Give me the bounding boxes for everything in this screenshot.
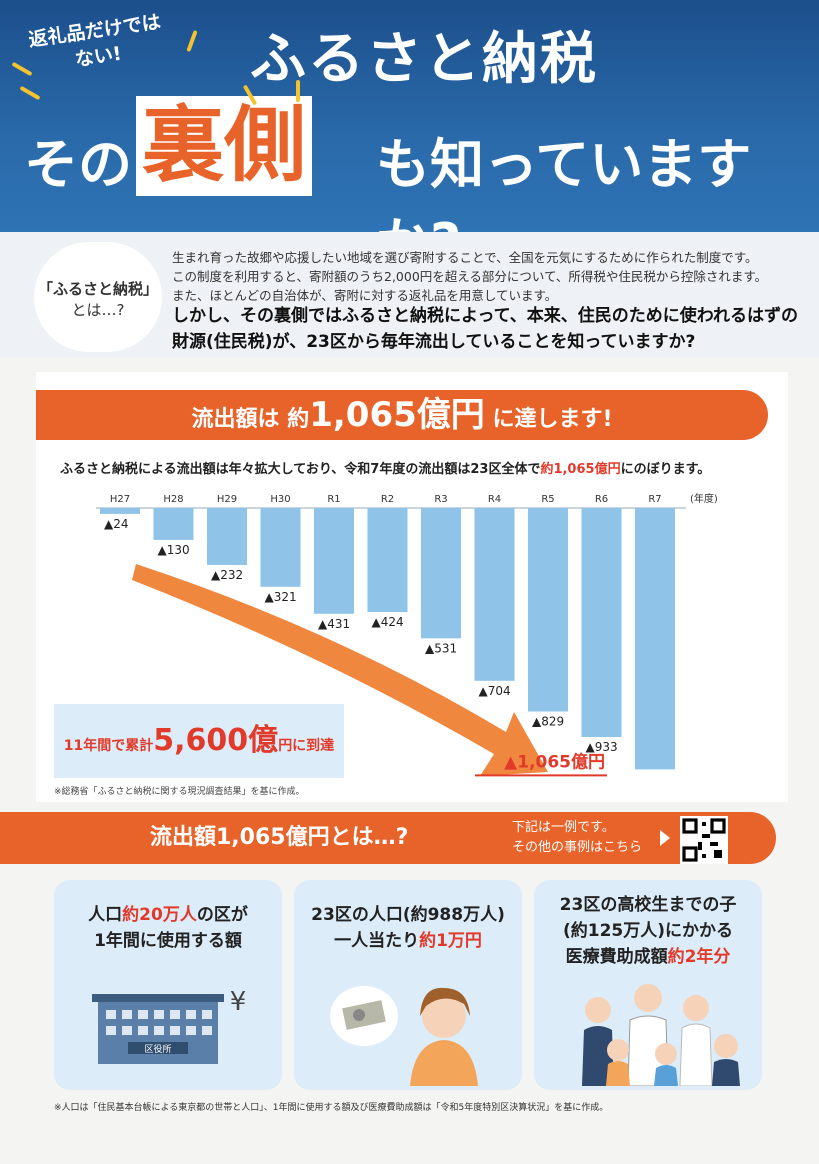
cumulative-amount: 5,600億 [153, 723, 279, 758]
doctors-and-children-icon [582, 984, 740, 1086]
chevron-right-icon [660, 830, 670, 846]
card-line: 人口 [88, 905, 123, 925]
data-label: ▲130 [158, 543, 190, 557]
card-line: 1年間に使用する額 [94, 931, 242, 951]
cumulative-post: 円に到達 [278, 738, 335, 754]
card-text: 23区の高校生までの子 (約125万人)にかかる 医療費助成額約2年分 [534, 892, 762, 970]
banner-approx: 約 [287, 407, 310, 432]
intro-circle: 「ふるさと納税」 とは…? [34, 242, 162, 352]
data-label: ▲24 [104, 517, 129, 531]
comparison-card-medical: 23区の高校生までの子 (約125万人)にかかる 医療費助成額約2年分 [534, 880, 762, 1090]
subline-text: ふるさと納税による流出額は年々拡大しており、令和7年度の流出額は23区全体で [60, 462, 541, 477]
outflow-banner: 流出額は 約1,065億円 に達します! [36, 390, 768, 440]
intro-circle-subtitle: とは…? [71, 301, 125, 319]
comparison-banner: 流出額1,065億円とは…? 下記は一例です。 その他の事例はこちら [0, 812, 776, 864]
x-tick-label: R7 [648, 494, 661, 505]
yen-icon: ¥ [230, 987, 247, 1017]
chart-bar [260, 508, 301, 587]
cumulative-text: 11年間で累計5,600億円に到達 [54, 704, 344, 783]
ward-office-label: 区役所 [144, 1043, 171, 1055]
data-label: ▲1,065億円 [504, 751, 605, 772]
woman-thinking-icon [330, 986, 478, 1086]
cumulative-pre: 11年間で累計 [63, 738, 154, 754]
data-label: ▲321 [265, 590, 297, 604]
cumulative-box: 11年間で累計5,600億円に到達 [54, 704, 344, 778]
title-post: も知っていますか? [376, 133, 752, 275]
card-line: (約125万人)にかかる [562, 921, 734, 941]
spark-icon [296, 80, 300, 102]
card-line-highlight: 約1万円 [419, 931, 482, 951]
outflow-banner-text: 流出額は 約1,065億円 に達します! [36, 390, 768, 445]
card-line-highlight: 約2年分 [667, 947, 731, 967]
chart-subline: ふるさと納税による流出額は年々拡大しており、令和7年度の流出額は23区全体で約1… [60, 458, 780, 477]
subline-tail: にのぼります。 [620, 462, 711, 477]
comparison-title: 流出額1,065億円とは…? [150, 825, 409, 850]
intro-line: この制度を利用すると、寄附額のうち2,000円を超える部分について、所得税や住民… [172, 269, 768, 284]
chart-bar [207, 508, 247, 565]
data-label: ▲829 [532, 714, 564, 728]
card-line: 23区の人口(約988万人) [311, 905, 505, 925]
chart-bar [581, 508, 622, 738]
x-tick-label: R6 [595, 494, 608, 505]
intro-line: 生まれ育った故郷や応援したい地域を選び寄附することで、全国を元気にするために作ら… [172, 250, 758, 265]
title-highlight: 裏側 [136, 96, 313, 196]
more-examples-line1: 下記は一例です。 [512, 820, 615, 835]
intro-strong: しかし、その裏側ではふるさと納税によって、本来、住民のために使われるはずの 財源… [172, 303, 802, 355]
footnote: ※人口は「住民基本台帳による東京都の世帯と人口」、1年間に使用する額及び医療費助… [54, 1103, 609, 1113]
card-line: 医療費助成額 [565, 947, 668, 967]
title-pre: その [24, 133, 132, 196]
trend-arrow [132, 564, 548, 776]
data-label: ▲531 [425, 641, 457, 655]
x-tick-label: H28 [163, 494, 183, 505]
card-line-highlight: 約20万人 [122, 905, 197, 925]
x-tick-label: H30 [270, 494, 290, 505]
card-text: 人口約20万人の区が 1年間に使用する額 [54, 902, 282, 954]
chart-bar [635, 508, 675, 770]
more-examples-link[interactable]: 下記は一例です。 その他の事例はこちら [512, 818, 642, 858]
card-line: 一人当たり [334, 931, 420, 951]
data-label: ▲933 [586, 740, 618, 754]
more-examples-line2: その他の事例はこちら [512, 840, 643, 855]
intro-circle-title: 「ふるさと納税」 [37, 280, 158, 298]
banner-pre: 流出額は [191, 407, 280, 432]
axis-unit-label: (年度) [690, 492, 718, 505]
data-label: ▲431 [318, 617, 350, 631]
data-label: ▲232 [211, 568, 243, 582]
card-line: 23区の高校生までの子 [559, 895, 737, 915]
banner-amount: 1,065億円 [309, 395, 485, 435]
outflow-chart: H27 ▲24 H28 ▲130 H29 ▲232 H30 ▲321 R1 ▲431 R2 ▲424 R… [96, 492, 718, 777]
intro-line: また、ほとんどの自治体が、寄附に対する返礼品を用意しています。 [172, 288, 558, 303]
card-line: の区が [196, 905, 248, 925]
intro-strong-line: 財源(住民税)が、23区から毎年流出していることを知っていますか? [172, 332, 696, 352]
qr-code-icon[interactable] [680, 816, 728, 864]
intro-strong-line: しかし、その裏側ではふるさと納税によって、本来、住民のために使われるはずの [172, 306, 798, 326]
comparison-card-ward: 人口約20万人の区が 1年間に使用する額 区役所 ¥ [54, 880, 282, 1090]
x-tick-label: R1 [327, 494, 340, 505]
ward-office-icon: 区役所 ¥ [92, 987, 247, 1064]
chart-bar [421, 508, 461, 639]
x-tick-label: H29 [217, 494, 237, 505]
chart-bar [153, 508, 194, 540]
chart-bar [528, 508, 568, 712]
x-tick-label: R3 [434, 494, 447, 505]
title-line1: ふるさと納税 [250, 27, 598, 92]
chart-bar [314, 508, 354, 614]
chart-bar [100, 508, 140, 514]
source-note: ※総務省「ふるさと納税に関する現況調査結果」を基に作成。 [54, 787, 305, 797]
banner-post: に達します! [492, 407, 613, 432]
card-text: 23区の人口(約988万人) 一人当たり約1万円 [294, 902, 522, 954]
data-label: ▲704 [479, 684, 511, 698]
intro-paragraph: 生まれ育った故郷や応援したい地域を選び寄附することで、全国を元気にするために作ら… [172, 248, 792, 305]
subline-highlight: 約1,065億円 [540, 462, 621, 477]
x-tick-label: R4 [488, 494, 501, 505]
x-tick-label: H27 [110, 494, 130, 505]
x-tick-label: R5 [541, 494, 554, 505]
comparison-card-per-person: 23区の人口(約988万人) 一人当たり約1万円 [294, 880, 522, 1090]
chart-bar [367, 508, 408, 613]
x-tick-label: R2 [381, 494, 394, 505]
chart-bar [474, 508, 515, 681]
data-label: ▲424 [372, 615, 404, 629]
